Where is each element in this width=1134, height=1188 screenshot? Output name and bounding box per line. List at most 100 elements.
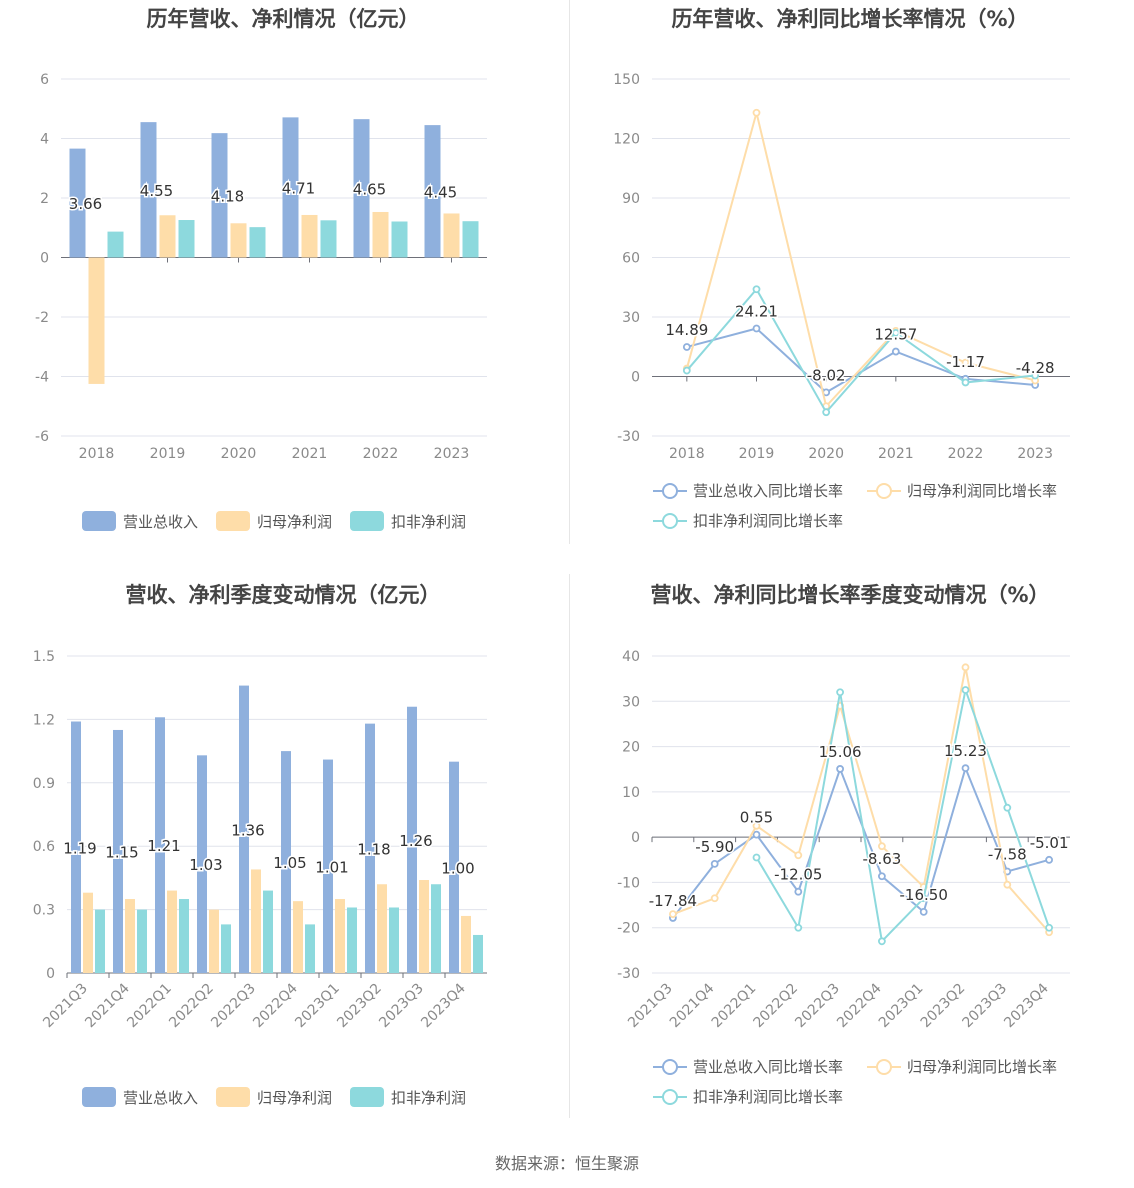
x-tick-label: 2022: [363, 446, 399, 462]
data-source-footer: 数据来源：恒生聚源: [494, 1154, 639, 1173]
data-label: 4.18: [211, 187, 244, 205]
bar-2023Q1-归母净利润: [335, 899, 345, 973]
bar-2023Q1-扣非净利润: [347, 907, 357, 973]
y-tick-label: -20: [617, 921, 640, 937]
legend-swatch: [216, 1087, 250, 1107]
point-2023-扣非净利润同比增长率: [1031, 371, 1040, 380]
data-label: 1.00: [441, 859, 474, 877]
point-2022Q1-扣非净利润同比增长率: [752, 853, 761, 862]
bar-2023Q3-归母净利润: [419, 880, 429, 973]
bar-2022Q3-归母净利润: [251, 869, 261, 973]
y-tick-label: 40: [622, 649, 640, 665]
point-2019-营业总收入同比增长率: [752, 324, 761, 333]
data-label: 15.23: [944, 742, 987, 760]
y-tick-label: 0: [631, 830, 640, 846]
legend-swatch: [82, 1087, 116, 1107]
point-2021Q3-归母净利润同比增长率: [669, 910, 677, 919]
y-tick-label: 6: [40, 72, 49, 88]
y-tick-label: -2: [35, 310, 49, 326]
legend-marker: [662, 1059, 678, 1075]
bar-2019-营业总收入: [140, 122, 157, 258]
bar-2021Q4-归母净利润: [125, 899, 135, 973]
bar-2022Q3-营业总收入: [239, 685, 249, 973]
y-tick-label: 4: [40, 132, 49, 148]
legend-marker: [662, 483, 678, 499]
data-label: 1.26: [399, 832, 432, 850]
y-tick-label: 0: [46, 966, 55, 982]
bar-2022-扣非净利润: [391, 221, 408, 258]
point-2023Q2-扣非净利润同比增长率: [961, 686, 970, 694]
data-label: 14.89: [665, 321, 708, 339]
bar-2023Q2-归母净利润: [377, 884, 387, 973]
panel-divider: [569, 0, 570, 544]
point-2023Q4-扣非净利润同比增长率: [1045, 923, 1054, 932]
data-label: -17.84: [649, 892, 697, 910]
legend-item-扣非净利润同比增长率: 扣非净利润同比增长率: [653, 512, 843, 530]
x-tick-label: 2023Q2: [334, 981, 385, 1032]
x-tick-label: 2021Q4: [667, 980, 718, 1031]
point-2023Q3-扣非净利润同比增长率: [1003, 803, 1012, 812]
data-label: 4.45: [424, 183, 457, 201]
x-tick-label: 2023Q3: [960, 981, 1011, 1032]
bar-2020-归母净利润: [230, 223, 247, 258]
bar-2022-营业总收入: [353, 119, 370, 258]
x-tick-label: 2020: [221, 446, 257, 462]
x-tick-label: 2018: [79, 446, 115, 462]
bar-2021-营业总收入: [282, 117, 299, 258]
x-tick-label: 2023Q3: [376, 981, 427, 1032]
legend-swatch: [350, 1087, 384, 1107]
bar-2021-扣非净利润: [320, 220, 337, 258]
bar-2022Q2-营业总收入: [197, 755, 207, 973]
legend-label: 营业总收入: [123, 1089, 198, 1107]
x-tick-label: 2022Q2: [751, 981, 802, 1032]
point-2021Q4-归母净利润同比增长率: [710, 894, 719, 903]
point-2022-归母净利润同比增长率: [961, 358, 970, 367]
point-2019-扣非净利润同比增长率: [752, 285, 761, 294]
bar-2023Q3-营业总收入: [407, 706, 417, 973]
y-tick-label: 0.6: [33, 839, 55, 855]
legend-label: 归母净利润: [257, 513, 332, 531]
data-label: -8.63: [862, 850, 901, 868]
y-tick-label: 0.3: [33, 903, 55, 919]
x-tick-label: 2023: [1017, 446, 1053, 462]
bar-2023Q1-营业总收入: [323, 759, 333, 973]
x-tick-label: 2023Q1: [876, 981, 927, 1032]
chart-svg: 历年营收、净利情况（亿元） -6 -4 -2 0 2 4 6 2018 2019 2020 2021 2…: [35, 7, 487, 531]
x-tick-label: 2021: [878, 446, 914, 462]
data-label: -5.90: [695, 838, 734, 856]
bar-2023Q2-扣非净利润: [389, 907, 399, 973]
data-label: 1.03: [189, 856, 222, 874]
bar-2021Q4-扣非净利润: [137, 909, 147, 973]
bar-2018-营业总收入: [69, 148, 86, 258]
point-2021Q4-营业总收入同比增长率: [710, 859, 719, 868]
data-label: 24.21: [735, 302, 778, 320]
x-tick-label: 2023Q2: [918, 981, 969, 1032]
x-tick-label: 2022Q1: [124, 981, 175, 1032]
point-2023Q2-营业总收入同比增长率: [961, 764, 970, 773]
legend-marker: [876, 483, 892, 499]
data-label: -7.58: [988, 845, 1027, 863]
data-label: 1.21: [147, 837, 180, 855]
bar-2022Q1-营业总收入: [155, 717, 165, 973]
point-2020-扣非净利润同比增长率: [822, 408, 831, 417]
bar-2023Q2-营业总收入: [365, 723, 375, 973]
data-label: -5.01: [1030, 834, 1069, 852]
y-tick-label: 1.5: [33, 649, 55, 665]
x-tick-label: 2022Q4: [834, 980, 885, 1031]
bar-2021-归母净利润: [301, 214, 318, 258]
data-label: -1.17: [946, 353, 985, 371]
legend-item-归母净利润: 归母净利润: [216, 1087, 332, 1107]
bar-2023Q4-归母净利润: [461, 915, 471, 973]
point-2022Q3-营业总收入同比增长率: [836, 765, 845, 773]
y-tick-label: -6: [35, 429, 49, 445]
line-扣非净利润同比增长率: [686, 287, 1036, 414]
bar-2021Q3-归母净利润: [83, 892, 93, 973]
y-tick-label: 30: [622, 310, 640, 326]
chart-svg: 历年营收、净利同比增长率情况（%） -30 0 30 60 90 120 150 2018 201…: [613, 7, 1070, 530]
quarterly-growth-rate-chart: 营收、净利同比增长率季度变动情况（%） -30 -20 -10 0 10 20 30 40 202…: [567, 576, 1134, 1152]
data-label: 4.55: [140, 182, 173, 200]
data-label: 1.15: [105, 843, 138, 861]
point-2023Q3-归母净利润同比增长率: [1003, 880, 1012, 889]
legend-item-归母净利润同比增长率: 归母净利润同比增长率: [867, 482, 1057, 500]
x-tick-label: 2023Q4: [418, 980, 469, 1031]
